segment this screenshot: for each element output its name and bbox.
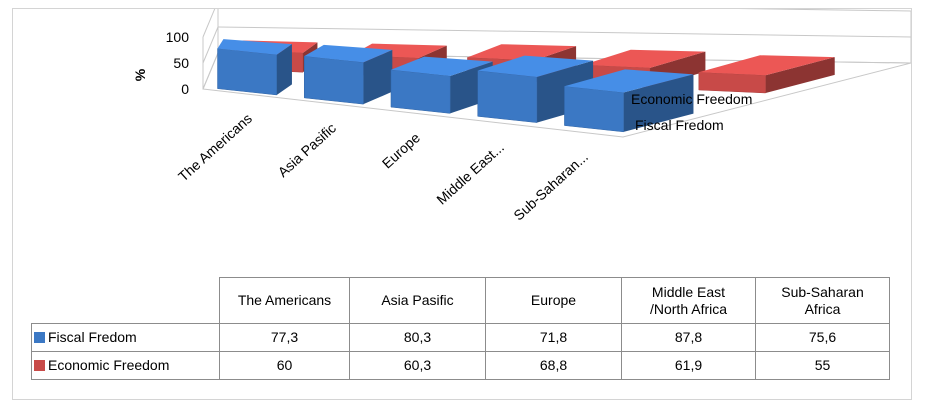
table-row: Fiscal Fredom 77,3 80,3 71,8 87,8 75,6 [31,323,890,352]
bar-economic [698,55,835,94]
chart-plot: 100 50 0% The Americans Asia Pasific Europe Mi… [132,9,911,223]
bar-front-face [477,70,538,123]
table-cell: 55 [755,351,890,380]
bar-top-face [564,69,694,93]
chart-floor [202,52,911,138]
bar-front-face [390,69,451,114]
table-cell: 75,6 [755,323,890,352]
table-row-header: Fiscal Fredom [31,323,220,352]
x-tick-label: Sub-Saharan... [510,149,591,224]
back-gridline [737,9,911,12]
x-tick-label: Asia Pasific [275,120,339,180]
bar-top-face [390,56,493,77]
series-axis-label: Fiscal Fredom [635,117,724,133]
bar-front-face [217,48,277,96]
bar-side-face [276,44,292,95]
series-name: Fiscal Fredom [48,329,137,345]
y-tick-label: 100 [166,29,190,45]
table-cell: 60 [219,351,350,380]
x-tick-label: The Americans [175,110,255,184]
table-col-header: Asia Pasific [349,277,486,324]
x-tick-label: Middle East... [433,139,507,208]
bar-top-face [304,44,393,63]
bar-fiscal [390,56,493,114]
table-col-header: The Americans [219,277,350,324]
bar-fiscal [303,44,393,105]
bars [217,39,835,133]
table-row: Economic Freedom 60 60,3 68,8 61,9 55 [31,351,890,380]
table-cell: 87,8 [621,323,756,352]
bar-front-face [303,55,364,105]
x-axis: The Americans Asia Pasific Europe Middle Ea… [175,110,591,223]
table-cell: 61,9 [621,351,756,380]
table-col-header: Europe [485,277,622,324]
series-axis-label: Economic Freedom [631,91,752,107]
table-row-header: Economic Freedom [31,351,220,380]
bar-top-face [217,39,292,55]
table-cell: 71,8 [485,323,622,352]
bar-front-face [564,85,624,133]
y-axis: 100 50 0 [166,29,190,97]
y-axis-label: % [132,68,148,81]
bar-top-face [583,49,706,68]
table-cell: 60,3 [349,351,486,380]
bar-fiscal [564,69,694,133]
table-col-header: Middle East /North Africa [621,277,756,324]
side-gridline [202,9,216,38]
x-tick-label: Europe [379,129,423,171]
table-cell: 80,3 [349,323,486,352]
table-cell: 68,8 [485,351,622,380]
series-swatch-fiscal [34,332,45,343]
series-axis: Economic Freedom Fiscal Fredom [631,91,752,133]
series-name: Economic Freedom [48,357,170,373]
chart-data-table: The Americans Asia Pasific Europe Middle… [31,277,890,380]
side-gridline [202,26,219,64]
y-tick-label: 50 [173,55,189,71]
y-tick-label: 0 [181,81,189,97]
bar-front-face [698,71,766,94]
bar-side-face [765,57,835,93]
chart-frame: 100 50 0% The Americans Asia Pasific Europe Mi… [12,8,912,400]
table-header-row: The Americans Asia Pasific Europe Middle… [31,277,890,324]
series-swatch-economic [34,360,45,371]
table-col-header: Sub-Saharan Africa [755,277,890,324]
bar-side-face [623,74,694,132]
bar-top-face [477,55,594,77]
bar-top-face [698,55,835,76]
bar-top-face [467,44,577,61]
table-cell: 77,3 [219,323,350,352]
bar-fiscal [217,39,292,96]
table-corner [31,277,220,324]
back-gridline [217,26,911,38]
bar-side-face [363,49,393,105]
